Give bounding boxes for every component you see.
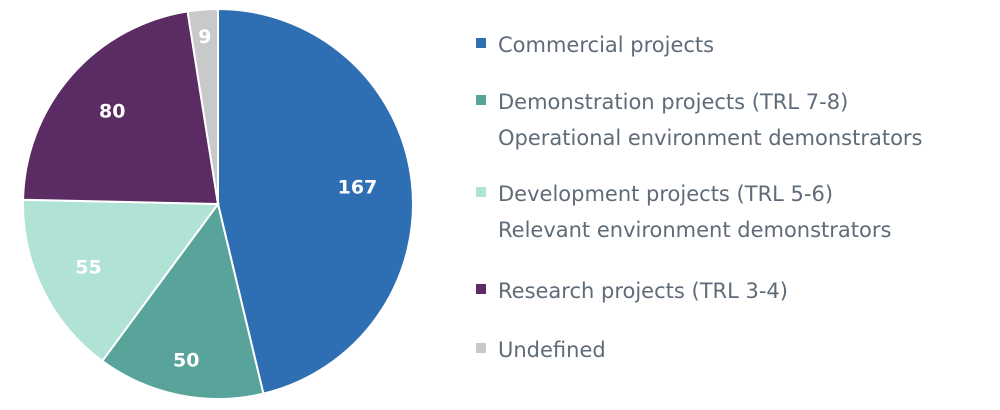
legend-sublabel-development: Relevant environment demonstrators <box>498 218 892 242</box>
data-label-commercial: 167 <box>338 177 378 199</box>
legend-swatch-demonstration <box>476 95 486 105</box>
data-label-development: 55 <box>75 257 101 279</box>
data-label-research: 80 <box>99 101 125 123</box>
legend-item-development: Development projects (TRL 5-6) Relevant … <box>476 176 891 248</box>
pie-slice-research <box>22 10 220 206</box>
legend-item-undefined: Undefined <box>476 332 606 368</box>
legend-label-demonstration: Demonstration projects (TRL 7-8) <box>498 90 849 114</box>
legend-label-research: Research projects (TRL 3-4) <box>498 279 788 303</box>
pie-slice-demonstration <box>100 201 265 400</box>
legend-item-demonstration: Demonstration projects (TRL 7-8) Operati… <box>476 84 923 156</box>
data-label-undefined: 9 <box>198 26 211 48</box>
legend-label-development: Development projects (TRL 5-6) <box>498 182 834 206</box>
pie-chart: 167 50 55 80 9 <box>22 7 414 400</box>
data-label-demonstration: 50 <box>173 350 199 372</box>
pie-slice-commercial <box>217 7 414 395</box>
legend-item-commercial: Commercial projects <box>476 27 714 63</box>
pie-slice-development <box>22 198 220 363</box>
pie-slice-undefined <box>186 7 219 205</box>
legend-sublabel-demonstration: Operational environment demonstrators <box>498 126 923 150</box>
legend-label-undefined: Undefined <box>498 338 606 362</box>
legend-item-research: Research projects (TRL 3-4) <box>476 273 788 309</box>
legend-swatch-commercial <box>476 38 486 48</box>
legend-swatch-undefined <box>476 343 486 353</box>
legend-swatch-research <box>476 284 486 294</box>
legend-label-commercial: Commercial projects <box>498 33 715 57</box>
legend-swatch-development <box>476 187 486 197</box>
